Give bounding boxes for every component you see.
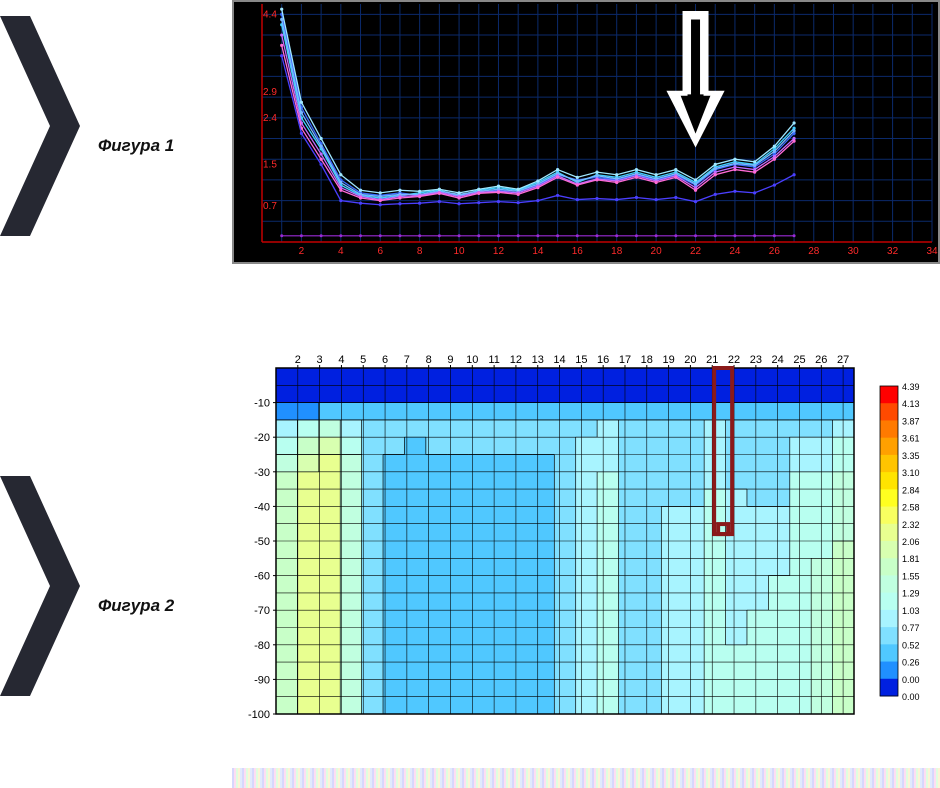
svg-text:30: 30 — [848, 246, 860, 257]
svg-text:22: 22 — [690, 246, 702, 257]
svg-text:2: 2 — [295, 354, 301, 366]
side-arrow-shape-2 — [0, 476, 80, 696]
svg-text:-80: -80 — [254, 640, 270, 652]
svg-text:4: 4 — [338, 354, 344, 366]
svg-text:4.13: 4.13 — [902, 399, 920, 409]
svg-text:14: 14 — [532, 246, 544, 257]
svg-text:8: 8 — [426, 354, 432, 366]
svg-text:2.58: 2.58 — [902, 503, 920, 513]
svg-text:4.39: 4.39 — [902, 382, 920, 392]
svg-text:26: 26 — [815, 354, 827, 366]
svg-text:12: 12 — [510, 354, 522, 366]
svg-text:13: 13 — [532, 354, 544, 366]
svg-text:24: 24 — [729, 246, 741, 257]
svg-text:-60: -60 — [254, 571, 270, 583]
svg-text:3.35: 3.35 — [902, 451, 920, 461]
svg-text:0.7: 0.7 — [263, 201, 277, 212]
svg-text:2.84: 2.84 — [902, 485, 920, 495]
svg-text:11: 11 — [488, 354, 499, 366]
svg-text:7: 7 — [404, 354, 410, 366]
svg-text:18: 18 — [611, 246, 623, 257]
svg-text:0.52: 0.52 — [902, 640, 920, 650]
svg-text:-40: -40 — [254, 501, 270, 513]
svg-text:9: 9 — [447, 354, 453, 366]
svg-text:20: 20 — [684, 354, 696, 366]
chart2-svg: 2345678910111213141516171819202122232425… — [232, 348, 940, 728]
svg-text:0.00: 0.00 — [902, 692, 920, 702]
svg-text:10: 10 — [466, 354, 478, 366]
svg-text:22: 22 — [728, 354, 740, 366]
svg-text:-100: -100 — [248, 709, 270, 721]
svg-text:24: 24 — [772, 354, 784, 366]
svg-text:6: 6 — [377, 246, 383, 257]
svg-text:27: 27 — [837, 354, 849, 366]
svg-text:34: 34 — [926, 246, 938, 257]
svg-text:2.32: 2.32 — [902, 520, 920, 530]
svg-text:1.5: 1.5 — [263, 159, 277, 170]
svg-text:-20: -20 — [254, 432, 270, 444]
figure2-label: Фигура 2 — [98, 596, 174, 616]
svg-text:1.29: 1.29 — [902, 589, 920, 599]
svg-text:0.26: 0.26 — [902, 658, 920, 668]
svg-text:-10: -10 — [254, 398, 270, 410]
svg-text:8: 8 — [417, 246, 423, 257]
decorative-noise-strip — [232, 768, 940, 788]
svg-text:3.10: 3.10 — [902, 468, 920, 478]
svg-text:-30: -30 — [254, 467, 270, 479]
svg-text:0.77: 0.77 — [902, 623, 920, 633]
svg-text:-90: -90 — [254, 674, 270, 686]
chart1-line-plot: 0.71.52.42.94.42468101214161820222426283… — [232, 0, 940, 264]
svg-text:12: 12 — [493, 246, 505, 257]
svg-text:2.9: 2.9 — [263, 87, 277, 98]
svg-text:-50: -50 — [254, 536, 270, 548]
svg-text:1.81: 1.81 — [902, 554, 920, 564]
svg-text:1.03: 1.03 — [902, 606, 920, 616]
svg-text:19: 19 — [662, 354, 674, 366]
svg-text:23: 23 — [750, 354, 762, 366]
svg-text:3.61: 3.61 — [902, 434, 920, 444]
svg-text:2.06: 2.06 — [902, 537, 920, 547]
svg-text:18: 18 — [641, 354, 653, 366]
svg-text:4: 4 — [338, 246, 344, 257]
svg-text:-70: -70 — [254, 605, 270, 617]
chart1-svg: 0.71.52.42.94.42468101214161820222426283… — [234, 2, 938, 262]
svg-text:10: 10 — [453, 246, 465, 257]
svg-text:2: 2 — [299, 246, 305, 257]
svg-text:21: 21 — [706, 354, 718, 366]
svg-text:16: 16 — [572, 246, 584, 257]
svg-text:16: 16 — [597, 354, 609, 366]
svg-text:1.55: 1.55 — [902, 571, 920, 581]
svg-text:2.4: 2.4 — [263, 113, 277, 124]
svg-text:3: 3 — [317, 354, 323, 366]
svg-text:25: 25 — [793, 354, 805, 366]
svg-text:3.87: 3.87 — [902, 416, 920, 426]
svg-text:17: 17 — [619, 354, 631, 366]
svg-text:15: 15 — [575, 354, 587, 366]
svg-text:28: 28 — [808, 246, 820, 257]
side-arrow-shape-1 — [0, 16, 80, 236]
svg-text:6: 6 — [382, 354, 388, 366]
svg-text:32: 32 — [887, 246, 899, 257]
svg-text:4.4: 4.4 — [263, 9, 277, 20]
svg-text:20: 20 — [651, 246, 663, 257]
svg-text:0.00: 0.00 — [902, 675, 920, 685]
svg-text:26: 26 — [769, 246, 781, 257]
svg-text:14: 14 — [553, 354, 565, 366]
chart2-heatmap: 2345678910111213141516171819202122232425… — [232, 348, 940, 728]
svg-text:5: 5 — [360, 354, 366, 366]
figure1-label: Фигура 1 — [98, 136, 174, 156]
